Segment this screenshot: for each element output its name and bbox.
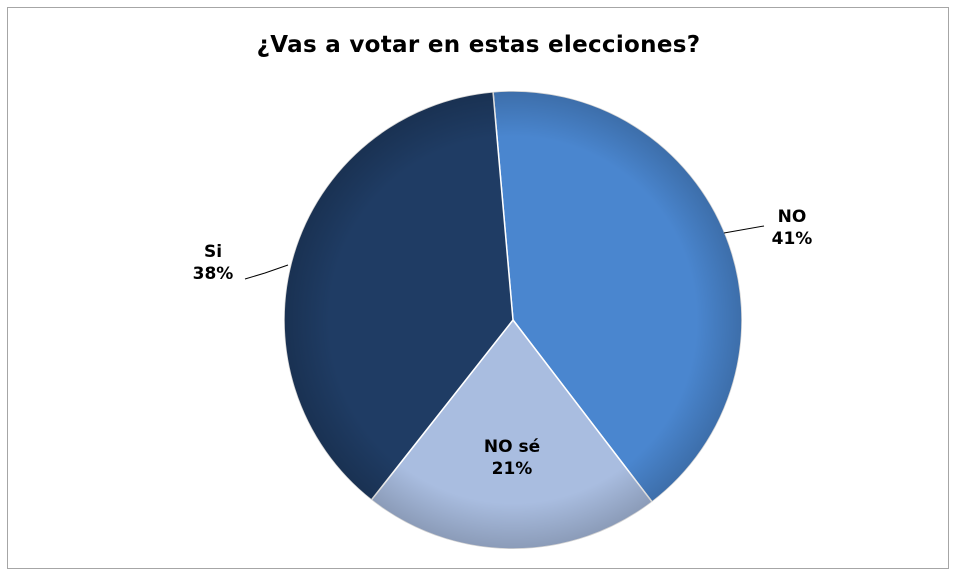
- slice-category-label: NO: [778, 207, 807, 227]
- slice-value-label: 38%: [193, 264, 234, 284]
- slice-value-label: 21%: [492, 459, 533, 479]
- slice-category-label: NO sé: [484, 437, 540, 457]
- leader-line: [723, 225, 765, 234]
- leader-line: [244, 264, 289, 280]
- slice-category-label: Si: [204, 242, 222, 262]
- chart-title: ¿Vas a votar en estas elecciones?: [256, 32, 701, 58]
- slice-value-label: 41%: [772, 229, 813, 249]
- pie-slices: [283, 90, 743, 550]
